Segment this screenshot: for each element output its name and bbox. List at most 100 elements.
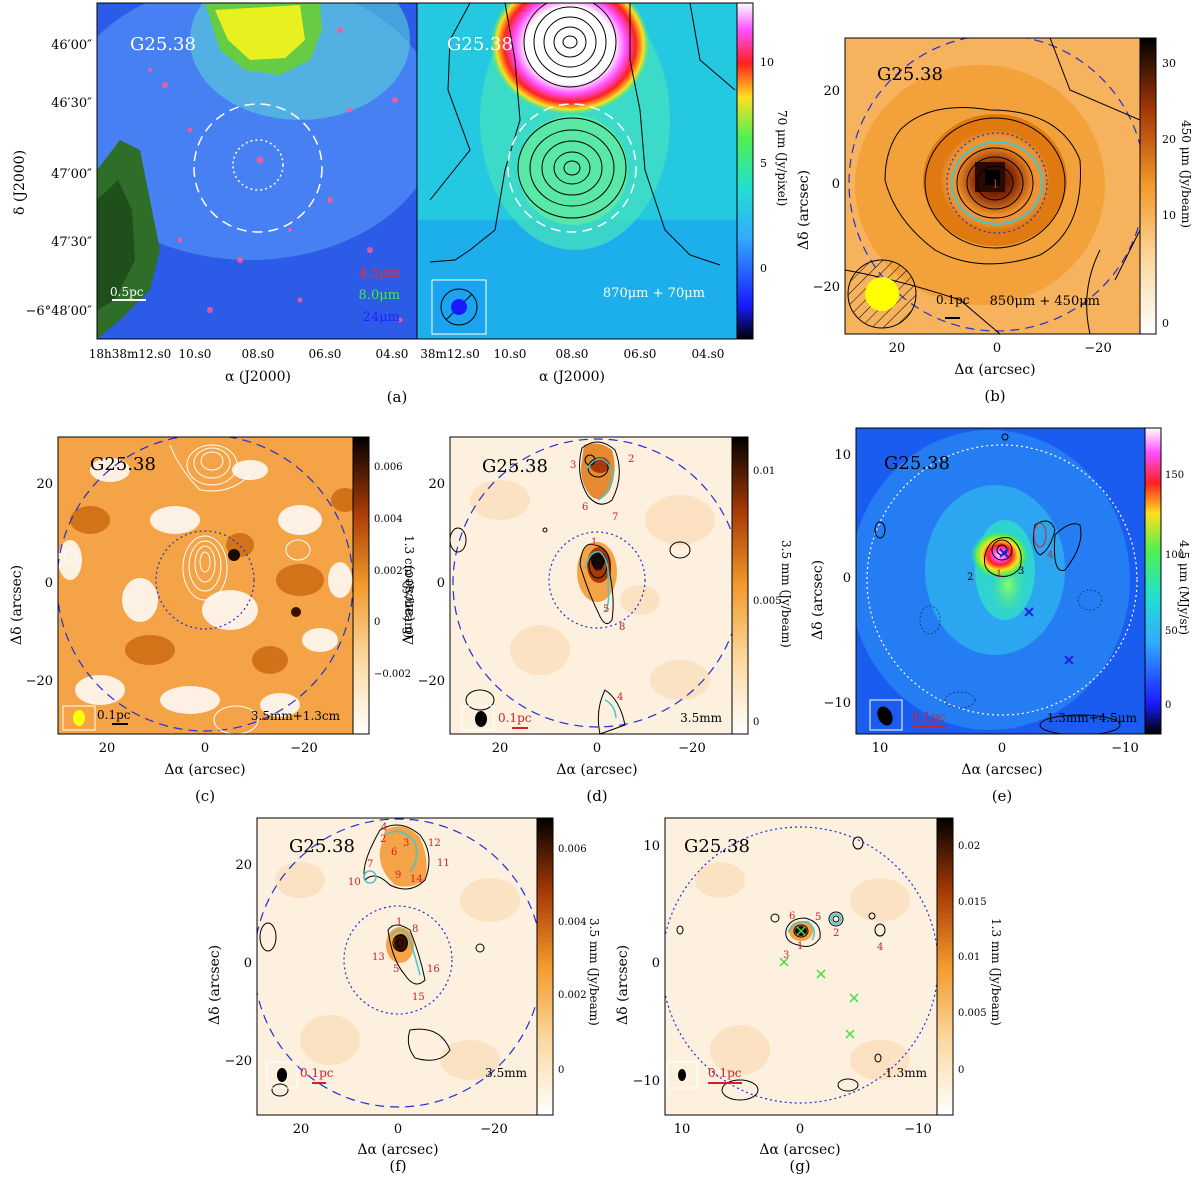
- panel-g-label: 1.3mm: [885, 1066, 927, 1080]
- panel-d-cyan-outlines: [584, 458, 617, 719]
- svg-text:46′00″: 46′00″: [51, 38, 92, 53]
- panel-a-70um-contours: [429, 3, 736, 266]
- panel-a-beam: [451, 299, 467, 315]
- panel-d-ylabel: Δδ (arcsec): [401, 565, 417, 645]
- svg-text:10: 10: [643, 839, 660, 854]
- svg-text:0: 0: [593, 741, 601, 756]
- panel-a-caption: (a): [387, 388, 408, 406]
- panel-e-xlabel: Δα (arcsec): [961, 762, 1042, 778]
- svg-text:6: 6: [582, 502, 588, 513]
- panel-b-colorbar-ticks: 30 20 10 0: [1162, 57, 1176, 330]
- panel-b-caption: (b): [984, 387, 1005, 405]
- svg-text:0: 0: [652, 956, 660, 971]
- svg-text:0.02: 0.02: [958, 841, 980, 852]
- svg-text:0: 0: [394, 1122, 402, 1137]
- svg-text:0: 0: [244, 956, 252, 971]
- panel-c-colorbar: [352, 436, 370, 735]
- svg-text:−10: −10: [824, 696, 851, 711]
- svg-text:3: 3: [1018, 566, 1024, 577]
- panel-c-source-label: G25.38: [90, 454, 156, 475]
- svg-text:−20: −20: [290, 741, 317, 756]
- panel-e-contours: [874, 433, 1121, 734]
- svg-text:46′30″: 46′30″: [51, 96, 92, 111]
- svg-text:3: 3: [403, 838, 409, 849]
- panel-a-source-label: G25.38: [130, 34, 196, 55]
- svg-text:−20: −20: [813, 280, 840, 295]
- panel-g-source-label: G25.38: [684, 836, 750, 857]
- svg-text:20: 20: [36, 477, 53, 492]
- panel-d-contours: [450, 441, 691, 734]
- svg-text:100: 100: [1165, 550, 1184, 561]
- svg-text:0: 0: [832, 177, 840, 192]
- panel-e-label: 1.3mm+4.5μm: [1047, 711, 1138, 725]
- svg-text:10.s0: 10.s0: [494, 347, 527, 361]
- panel-a-legend-8um: 8.0μm: [359, 288, 400, 303]
- svg-text:0: 0: [201, 741, 209, 756]
- panel-c-yticks: 20 0 −20: [26, 477, 53, 689]
- svg-text:20: 20: [1162, 133, 1176, 146]
- svg-text:−0.002: −0.002: [374, 669, 411, 680]
- svg-text:10: 10: [348, 877, 361, 888]
- panel-c-scalebar-label: 0.1pc: [97, 708, 131, 722]
- panel-a-right-source-label: G25.38: [447, 34, 513, 55]
- panel-f-scalebar-label: 0.1pc: [300, 1066, 334, 1080]
- svg-text:16: 16: [427, 964, 440, 975]
- panel-g-dotted-circle: [665, 826, 937, 1104]
- svg-text:20: 20: [235, 858, 252, 873]
- panel-f-caption: (f): [389, 1157, 406, 1175]
- svg-text:4: 4: [877, 942, 883, 953]
- svg-text:0.01: 0.01: [958, 952, 980, 963]
- svg-text:10: 10: [872, 741, 889, 756]
- panel-f-core-labels: 1 2 3 4 5 6 7 8 9 10 11 12 13 14 15 16: [348, 822, 450, 1003]
- svg-text:−10: −10: [633, 1074, 660, 1089]
- svg-text:−20: −20: [26, 674, 53, 689]
- panel-b-inner-dotted-circle: [946, 132, 1048, 234]
- svg-text:−20: −20: [418, 674, 445, 689]
- panel-e-caption: (e): [992, 787, 1013, 805]
- panel-g-colorbar: [936, 817, 954, 1116]
- panel-e-core-labels: 1 2 3 4: [967, 550, 1053, 583]
- svg-text:−20: −20: [225, 1054, 252, 1069]
- svg-text:20: 20: [889, 341, 906, 356]
- panel-a-ylabel: δ (J2000): [12, 150, 28, 215]
- svg-text:0.002: 0.002: [558, 990, 587, 1001]
- svg-text:10: 10: [834, 448, 851, 463]
- svg-text:5: 5: [393, 964, 399, 975]
- panel-b-colorbar: [1139, 37, 1157, 335]
- panel-c-xticks: 20 0 −20: [99, 741, 318, 756]
- svg-text:9: 9: [395, 870, 401, 881]
- svg-text:0: 0: [843, 571, 851, 586]
- svg-text:5: 5: [815, 912, 821, 923]
- panel-c-ylabel: Δδ (arcsec): [9, 565, 25, 645]
- svg-text:2: 2: [628, 454, 634, 465]
- svg-text:5: 5: [603, 604, 609, 615]
- panel-c-caption: (c): [195, 787, 215, 805]
- panel-f-colorbar: [536, 817, 554, 1116]
- panel-e-xticks: 10 0 −10: [872, 741, 1139, 756]
- svg-text:08.s0: 08.s0: [242, 347, 275, 361]
- panel-e-colorbar-label: 4.5 μm (MJy/sr): [1177, 540, 1191, 635]
- svg-text:7: 7: [367, 859, 373, 870]
- panel-f-outer-dashed-circle: [257, 818, 537, 1108]
- panel-d-caption: (d): [586, 787, 607, 805]
- panel-d-yticks: 20 0 −20: [418, 477, 445, 689]
- svg-text:0.005: 0.005: [958, 1008, 987, 1019]
- panel-c-outer-dashed-circle: [58, 437, 353, 732]
- panel-e-ylabel: Δδ (arcsec): [810, 560, 826, 640]
- svg-text:11: 11: [437, 858, 450, 869]
- svg-text:12: 12: [428, 838, 441, 849]
- panel-c: 0.1pc 3.5mm+1.3cm G25.38 0.006 0.004 0.0…: [9, 436, 416, 805]
- panel-g-contours: [676, 836, 886, 1101]
- svg-text:1: 1: [591, 537, 597, 548]
- panel-d-xticks: 20 0 −20: [492, 741, 706, 756]
- svg-text:08.s0: 08.s0: [556, 347, 589, 361]
- svg-text:2: 2: [833, 928, 839, 939]
- panel-g-beam: [678, 1069, 686, 1081]
- svg-text:0: 0: [558, 1065, 564, 1076]
- svg-text:0.006: 0.006: [374, 462, 403, 473]
- panel-d: 1 2 3 4 5 6 7 8 0.1pc 3.5mm G25.38 0.01 …: [401, 436, 793, 805]
- svg-text:0.004: 0.004: [374, 514, 403, 525]
- panel-g-cross-markers: [779, 926, 859, 1039]
- panel-b-peak-label: 1: [992, 178, 999, 191]
- svg-text:0: 0: [998, 741, 1006, 756]
